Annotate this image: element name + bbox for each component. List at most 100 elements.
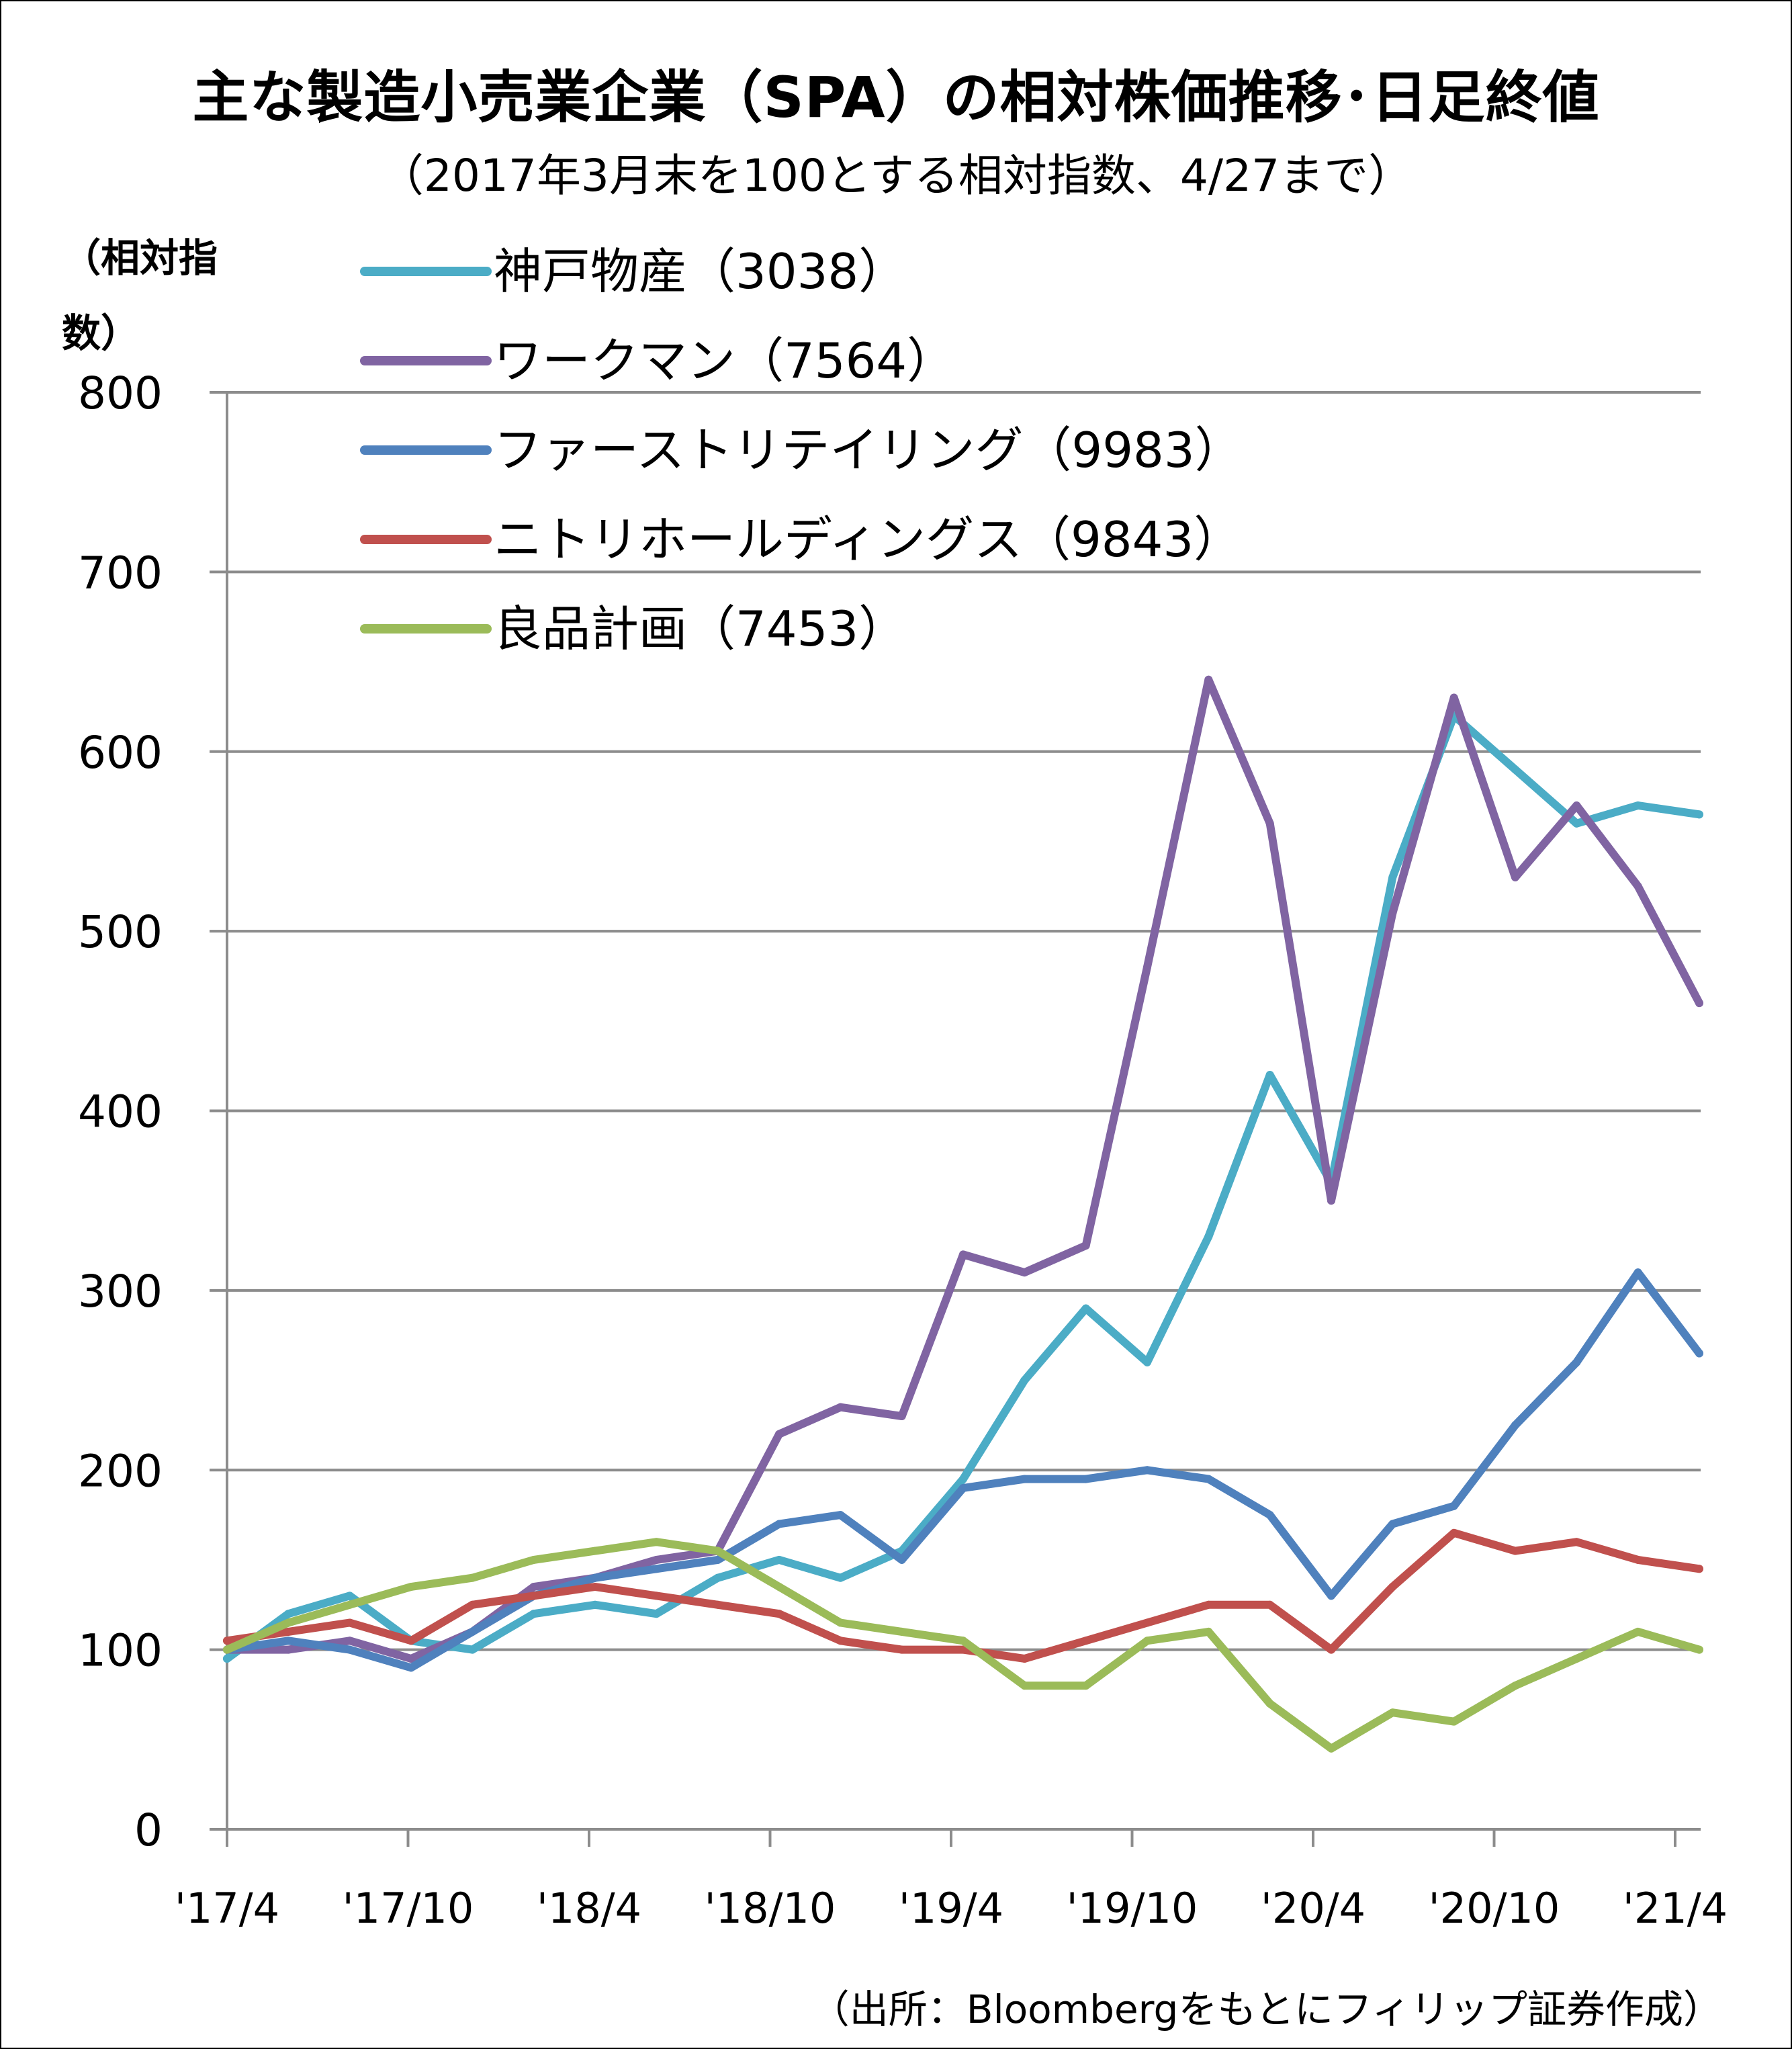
x-tick-label: '19/4 (899, 1884, 1003, 1933)
series-5-point (529, 1555, 538, 1564)
series-1-point (1388, 873, 1397, 881)
series-1-point (652, 1610, 661, 1618)
series-2-point (897, 1412, 906, 1421)
series-1-point (591, 1600, 599, 1609)
series-2-point (775, 1430, 783, 1438)
series-1-point (1633, 801, 1642, 810)
series-1-point (959, 1475, 967, 1483)
series-1-point (1511, 765, 1519, 774)
series-2-point (836, 1403, 845, 1411)
series-4-point (1695, 1565, 1703, 1573)
series-4-point (591, 1583, 599, 1592)
series-3-point (652, 1565, 661, 1573)
series-5-point (1020, 1682, 1029, 1690)
legend: 神戸物産（3038） ワークマン（7564） ファーストリテイリング（9983） ニト… (360, 243, 1243, 657)
series-2-point (529, 1583, 538, 1592)
y-tick-label: 700 (78, 547, 163, 599)
series-4-point (407, 1637, 415, 1645)
chart-title: 主な製造小売業企業（SPA）の相対株価推移･日足終値 (192, 64, 1600, 130)
series-5-point (345, 1600, 354, 1609)
series-2-point (1081, 1241, 1090, 1250)
series-2-point (345, 1637, 354, 1645)
series-5-point (407, 1583, 415, 1592)
x-tick-label: '20/10 (1429, 1884, 1560, 1933)
series-1-point (1265, 1071, 1274, 1080)
series-1-point (223, 1654, 231, 1663)
series-2-point (1449, 693, 1458, 702)
series-1-point (284, 1610, 293, 1618)
series-3-point (959, 1483, 967, 1492)
series-5-point (836, 1618, 845, 1627)
series-3-point (836, 1511, 845, 1520)
series-4-point (1020, 1654, 1029, 1663)
series-2-point (1143, 963, 1151, 971)
series-1-point (1020, 1376, 1029, 1385)
series-4-point (345, 1618, 354, 1627)
series-5-point (1204, 1627, 1213, 1636)
series-1-point (713, 1573, 722, 1582)
series-5-point (652, 1538, 661, 1546)
series-5-point (959, 1637, 967, 1645)
y-tick-label: 800 (78, 367, 163, 419)
y-axis-label: （相対指数） (62, 235, 218, 356)
series-4-point (529, 1592, 538, 1600)
series-5-point (897, 1627, 906, 1636)
y-tick-label: 200 (78, 1445, 163, 1497)
legend-label-2: ワークマン（7564） (494, 333, 955, 389)
series-3-point (1388, 1520, 1397, 1528)
series-3-point (1572, 1358, 1581, 1366)
y-tick-label: 500 (78, 906, 163, 958)
series-3-point (468, 1627, 477, 1636)
series-5-point (1695, 1645, 1703, 1654)
series-2-point (1633, 882, 1642, 891)
series-5-point (223, 1645, 231, 1654)
series-5-point (1572, 1654, 1581, 1663)
series-4-point (223, 1637, 231, 1645)
series-5-point (1388, 1708, 1397, 1717)
series-1-point (775, 1555, 783, 1564)
y-tick-label: 300 (78, 1266, 163, 1317)
series-3-point (1327, 1592, 1335, 1600)
series-2-point (407, 1654, 415, 1663)
series-3-point (1020, 1475, 1029, 1483)
series-4-point (1204, 1600, 1213, 1609)
series-2-point (1511, 873, 1519, 881)
series-4-point (1327, 1645, 1335, 1654)
series-3-point (897, 1555, 906, 1564)
y-tick-label: 400 (78, 1086, 163, 1138)
series-3-point (1449, 1501, 1458, 1510)
series-3-point (345, 1645, 354, 1654)
series-3-point (284, 1637, 293, 1645)
series-1-point (529, 1610, 538, 1618)
series-4-point (284, 1627, 293, 1636)
x-tick-label: '21/4 (1623, 1884, 1728, 1933)
series-1-point (1081, 1304, 1090, 1313)
series-1-point (1143, 1358, 1151, 1366)
series-4-point (713, 1600, 722, 1609)
series-1-point (468, 1645, 477, 1654)
series-2-point (652, 1555, 661, 1564)
series-2-point (1020, 1268, 1029, 1277)
series-4-point (1388, 1583, 1397, 1592)
axes: 0 100 200 300 400 500 600 700 800 '17/4 '17/10 '18/… (78, 367, 1728, 1933)
series-1-point (1204, 1232, 1213, 1241)
series-4-point (1143, 1618, 1151, 1627)
series-5-point (284, 1618, 293, 1627)
series-1-point (345, 1592, 354, 1600)
series-4-point (1081, 1637, 1090, 1645)
series-2-point (1204, 675, 1213, 684)
series-4-point (1449, 1528, 1458, 1537)
series-3-point (1204, 1475, 1213, 1483)
x-tick-label: '20/4 (1261, 1884, 1365, 1933)
series-3-point (1143, 1466, 1151, 1475)
series-3-point (713, 1555, 722, 1564)
series-1-point (1695, 810, 1703, 819)
series-1-point (836, 1573, 845, 1582)
series-3-point (1695, 1349, 1703, 1358)
series-4-point (897, 1645, 906, 1654)
series-3-point (1633, 1268, 1642, 1277)
gridlines (227, 391, 1701, 1651)
series-2-point (1695, 999, 1703, 1008)
series-4-point (1572, 1538, 1581, 1546)
